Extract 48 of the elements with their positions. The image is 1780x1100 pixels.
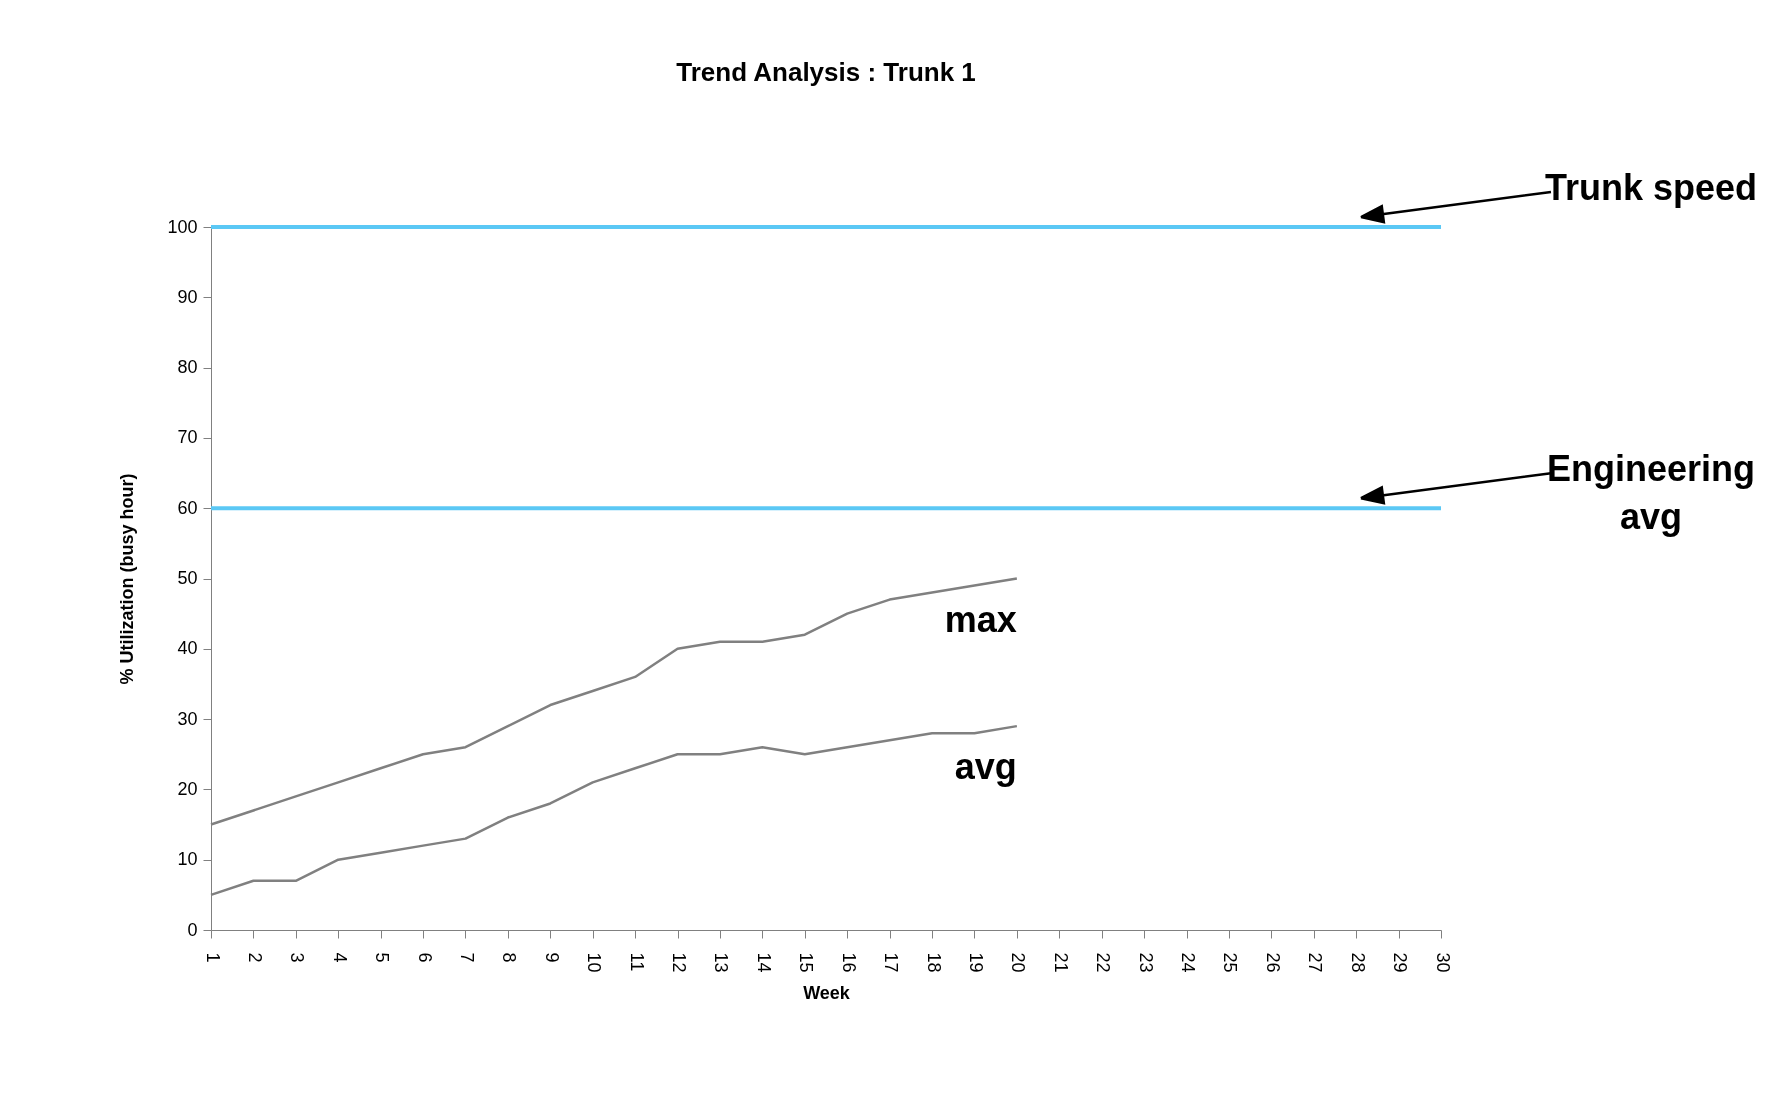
ref-line-label: Trunk speed: [1544, 167, 1758, 208]
x-tick-label: 27: [1305, 952, 1326, 973]
x-tick-label: 26: [1262, 952, 1283, 973]
x-tick-label: 6: [414, 952, 435, 963]
x-tick-label: 1: [202, 952, 223, 963]
x-tick-label: 9: [541, 952, 562, 963]
x-tick-label: 21: [1050, 952, 1071, 973]
x-tick-label: 28: [1347, 952, 1368, 973]
x-tick-label: 12: [669, 952, 690, 973]
x-tick-label: 15: [796, 952, 817, 973]
x-tick-label: 4: [329, 952, 350, 963]
x-tick-label: 20: [1008, 952, 1029, 973]
x-tick-label: 23: [1135, 952, 1156, 973]
x-tick-label: 3: [287, 952, 308, 963]
x-tick-label: 10: [584, 952, 605, 973]
y-tick-label: 30: [177, 708, 198, 729]
y-tick-label: 50: [177, 568, 198, 588]
x-tick-label: 16: [838, 952, 859, 973]
x-tick-label: 25: [1220, 952, 1241, 973]
x-tick-label: 22: [1093, 952, 1114, 973]
y-tick-label: 40: [177, 638, 198, 659]
x-tick-label: 30: [1432, 952, 1453, 973]
y-tick-label: 20: [177, 778, 198, 799]
y-axis-title: % Utilization (busy hour): [117, 473, 138, 685]
x-tick-label: 18: [923, 952, 944, 973]
ref-line-label: Engineering avg: [1546, 448, 1756, 538]
x-tick-label: 14: [753, 952, 774, 973]
y-tick-label: 100: [167, 216, 198, 237]
series-label: max: [944, 598, 1017, 640]
x-tick-label: 8: [499, 952, 520, 963]
x-tick-label: 17: [881, 952, 902, 973]
x-tick-label: 24: [1178, 952, 1199, 973]
chart-title: Trend Analysis : Trunk 1: [676, 57, 976, 87]
x-tick-label: 5: [372, 952, 393, 963]
x-tick-label: 2: [244, 952, 265, 963]
x-tick-label: 7: [456, 952, 477, 963]
x-axis-title: Week: [803, 982, 851, 1003]
y-tick-label: 70: [177, 427, 198, 448]
x-tick-label: 29: [1390, 952, 1411, 973]
y-tick-label: 10: [177, 849, 198, 870]
x-tick-label: 19: [965, 952, 986, 973]
x-tick-label: 13: [711, 952, 732, 973]
series-label: avg: [954, 746, 1017, 788]
y-tick-label: 90: [177, 286, 198, 307]
x-tick-label: 11: [626, 952, 647, 972]
y-tick-label: 80: [177, 357, 198, 378]
y-tick-label: 60: [177, 497, 198, 518]
y-tick-label: 0: [187, 919, 198, 940]
